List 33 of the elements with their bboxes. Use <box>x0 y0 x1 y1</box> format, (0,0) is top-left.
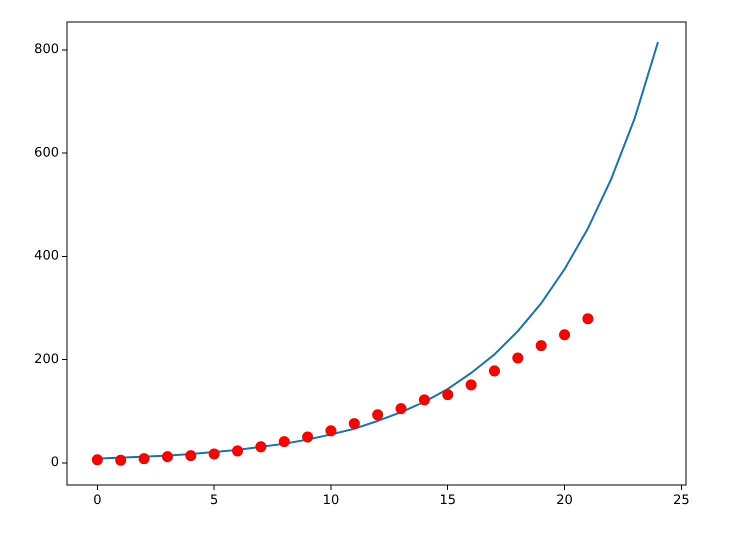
point <box>325 425 336 436</box>
point <box>255 441 266 452</box>
x-tick-label: 15 <box>439 493 456 508</box>
point <box>348 418 360 430</box>
point <box>208 448 220 460</box>
x-tick-label: 20 <box>556 493 573 508</box>
point <box>466 379 477 390</box>
y-tick-label: 0 <box>50 455 59 470</box>
point <box>162 451 173 462</box>
y-tick-label: 600 <box>34 145 59 160</box>
y-tick-label: 800 <box>34 42 59 58</box>
point <box>488 365 500 376</box>
point <box>185 450 196 462</box>
point <box>138 453 150 464</box>
point <box>232 445 244 456</box>
point <box>278 436 290 448</box>
point <box>115 454 126 466</box>
x-tick-label: 25 <box>673 493 690 508</box>
point <box>559 329 570 340</box>
point <box>582 313 594 324</box>
point <box>536 340 547 352</box>
point <box>442 389 454 400</box>
y-tick-label: 400 <box>34 248 59 264</box>
point <box>92 454 103 466</box>
point <box>396 403 407 414</box>
point <box>302 431 314 442</box>
point <box>372 409 384 420</box>
x-tick-label: 0 <box>93 493 102 508</box>
x-tick-label: 5 <box>210 493 218 508</box>
y-tick-label: 200 <box>34 352 59 367</box>
point <box>418 394 430 406</box>
x-tick-label: 10 <box>322 493 340 508</box>
point <box>512 352 524 364</box>
